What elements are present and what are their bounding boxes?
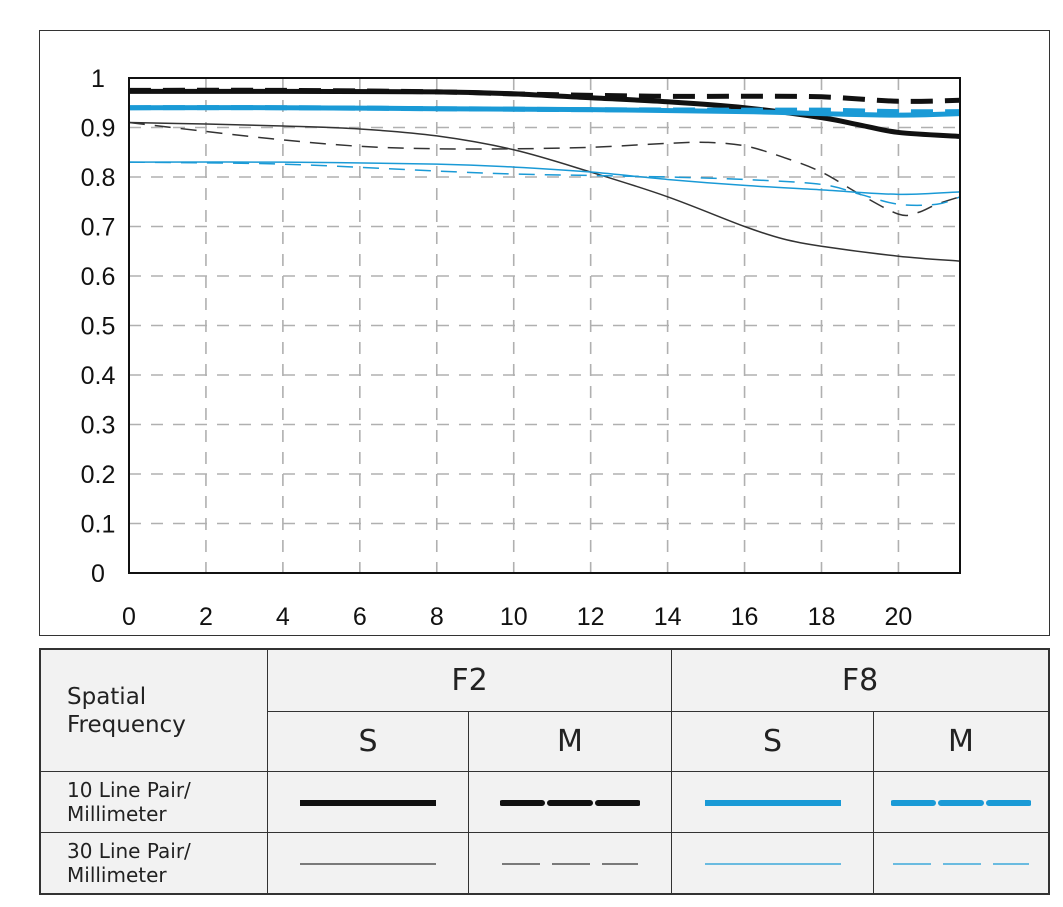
x-tick-label: 14: [654, 603, 682, 631]
row-30lp-label: 30 Line Pair/ Millimeter: [67, 839, 191, 887]
mtf-chart: 0 0.1 0.2 0.3 0.4 0.5 0.6 0.7 0.8 0.9 1 0 2 4 6 8 10 12 1…: [81, 65, 961, 631]
x-tick-label: 6: [353, 603, 367, 631]
row-30lp: 30 Line Pair/ Millimeter: [40, 832, 268, 894]
series-line-f2-s-30lp: [128, 121, 961, 262]
spatial-frequency-header: Spatial Frequency: [40, 649, 268, 772]
y-tick-label: 1: [91, 65, 105, 93]
legend-table: Spatial Frequency F2 F8 S M S M 10 Line …: [39, 648, 1050, 895]
x-tick-label: 20: [885, 603, 913, 631]
x-tick-label: 12: [577, 603, 605, 631]
y-tick-label: 0.5: [81, 313, 116, 341]
legend-f8-m-10: [873, 771, 1049, 833]
y-tick-label: 0.3: [81, 412, 116, 440]
series-layer: [128, 87, 961, 262]
series-line-f2-m-30lp: [128, 121, 961, 217]
aperture-f2-header: F2: [267, 649, 672, 712]
x-tick-label: 2: [199, 603, 213, 631]
y-tick-label: 0.9: [81, 115, 116, 143]
f8-s-header: S: [671, 711, 874, 772]
series-line-f8-m-10lp: [128, 105, 961, 115]
aperture-f8-header: F8: [671, 649, 1049, 712]
series-line-f2-s-10lp: [128, 88, 961, 139]
series-line-f8-s-30lp: [128, 161, 961, 196]
y-tick-label: 0.8: [81, 164, 116, 192]
f2-m-header: M: [468, 711, 672, 772]
y-tick-label: 0.2: [81, 461, 116, 489]
row-10lp: 10 Line Pair/ Millimeter: [40, 771, 268, 833]
legend-f8-m-30: [873, 832, 1049, 894]
x-tick-label: 8: [430, 603, 444, 631]
legend-f8-s-30: [671, 832, 874, 894]
legend-f2-m-10: [468, 771, 672, 833]
y-tick-label: 0.7: [81, 214, 116, 242]
x-tick-label: 10: [500, 603, 528, 631]
y-tick-label: 0.4: [81, 362, 116, 390]
row-10lp-label: 10 Line Pair/ Millimeter: [67, 778, 191, 826]
legend-f2-m-30: [468, 832, 672, 894]
x-ticks: 0 2 4 6 8 10 12 14 16 18 20: [122, 603, 912, 631]
series-line-f2-m-10lp: [128, 87, 961, 104]
spatial-frequency-label: Spatial Frequency: [67, 683, 186, 738]
grid: [129, 78, 960, 573]
y-tick-label: 0: [91, 560, 105, 588]
x-tick-label: 4: [276, 603, 290, 631]
f8-m-header: M: [873, 711, 1049, 772]
y-tick-label: 0.1: [81, 511, 116, 539]
x-tick-label: 18: [808, 603, 836, 631]
legend-f8-s-10: [671, 771, 874, 833]
legend-f2-s-10: [267, 771, 469, 833]
x-tick-label: 0: [122, 603, 136, 631]
chart-frame: 0 0.1 0.2 0.3 0.4 0.5 0.6 0.7 0.8 0.9 1 0 2 4 6 8 10 12 1…: [39, 30, 1050, 636]
x-tick-label: 16: [731, 603, 759, 631]
series-line-f8-m-30lp: [128, 161, 961, 207]
plot-border: [128, 77, 961, 574]
legend-f2-s-30: [267, 832, 469, 894]
y-tick-label: 0.6: [81, 263, 116, 291]
f2-s-header: S: [267, 711, 469, 772]
y-ticks: 0 0.1 0.2 0.3 0.4 0.5 0.6 0.7 0.8 0.9 1: [81, 65, 116, 588]
